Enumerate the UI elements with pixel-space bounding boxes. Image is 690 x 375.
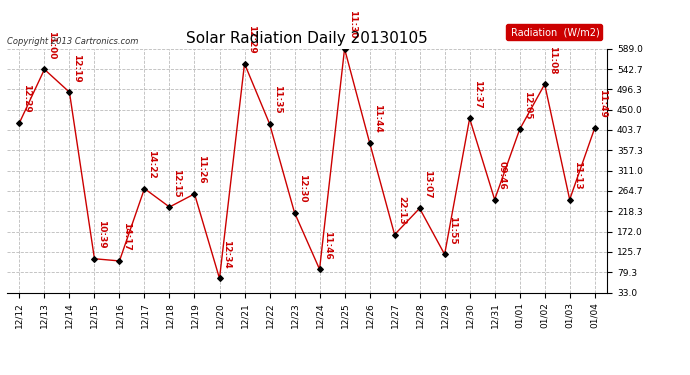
Point [539, 81, 550, 87]
Text: 11:30: 11:30 [348, 10, 357, 39]
Text: 14:22: 14:22 [148, 150, 157, 179]
Title: Solar Radiation Daily 20130105: Solar Radiation Daily 20130105 [186, 31, 428, 46]
Point [414, 206, 425, 212]
Text: 12:05: 12:05 [522, 91, 532, 120]
Point [339, 46, 350, 52]
Text: 12:37: 12:37 [473, 80, 482, 109]
Text: 09:46: 09:46 [497, 161, 506, 190]
Point [364, 140, 375, 146]
Text: 11:44: 11:44 [373, 104, 382, 133]
Text: 11:26: 11:26 [197, 156, 206, 184]
Point [114, 258, 125, 264]
Point [564, 196, 575, 202]
Point [139, 186, 150, 192]
Text: 10:39: 10:39 [97, 220, 106, 249]
Point [314, 266, 325, 272]
Text: 12:29: 12:29 [22, 84, 32, 113]
Point [464, 116, 475, 122]
Text: 11:00: 11:00 [48, 31, 57, 60]
Point [189, 191, 200, 197]
Text: Copyright 2013 Cartronics.com: Copyright 2013 Cartronics.com [7, 38, 138, 46]
Text: 22:13: 22:13 [397, 196, 406, 225]
Text: 14:17: 14:17 [122, 222, 132, 251]
Point [239, 61, 250, 67]
Point [489, 196, 500, 202]
Point [589, 125, 600, 131]
Point [64, 89, 75, 95]
Point [14, 120, 25, 126]
Point [164, 204, 175, 210]
Point [439, 251, 450, 257]
Text: 13:07: 13:07 [422, 170, 432, 199]
Text: 11:46: 11:46 [322, 231, 332, 260]
Point [289, 210, 300, 216]
Text: 12:29: 12:29 [248, 25, 257, 54]
Text: 12:15: 12:15 [172, 169, 181, 197]
Legend: Radiation  (W/m2): Radiation (W/m2) [506, 24, 602, 40]
Text: 11:08: 11:08 [548, 46, 557, 75]
Text: 12:30: 12:30 [297, 174, 306, 203]
Point [514, 126, 525, 132]
Text: 12:34: 12:34 [222, 240, 232, 269]
Point [264, 121, 275, 127]
Text: 12:19: 12:19 [72, 54, 81, 82]
Point [89, 256, 100, 262]
Point [389, 232, 400, 238]
Point [214, 276, 225, 282]
Text: 11:35: 11:35 [273, 86, 282, 114]
Text: 11:13: 11:13 [573, 161, 582, 190]
Point [39, 66, 50, 72]
Text: 11:49: 11:49 [598, 90, 607, 118]
Text: 11:55: 11:55 [448, 216, 457, 244]
